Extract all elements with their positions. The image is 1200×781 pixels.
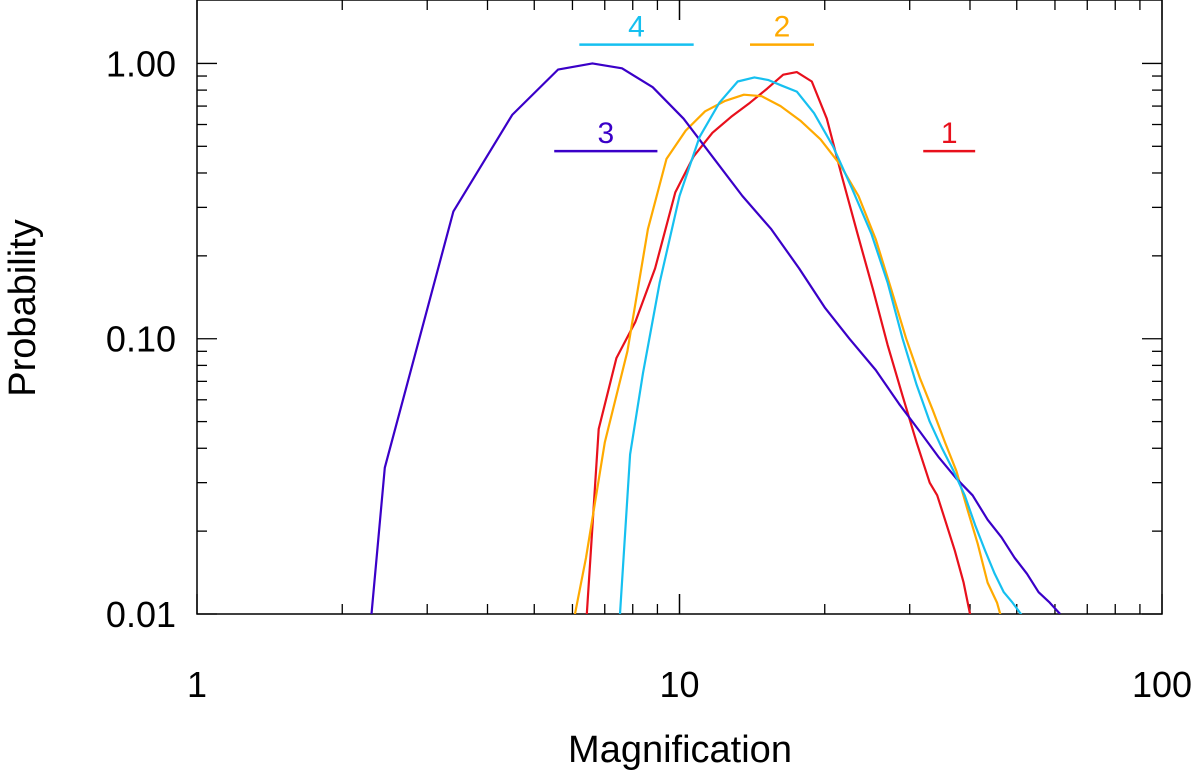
axis-ticks — [196, 0, 1163, 615]
y-tick-label: 0.10 — [106, 319, 176, 360]
axis-tick-labels: 1 10 100 0.01 0.10 1.00 — [106, 43, 1192, 705]
series-label-1: 1 — [941, 117, 958, 150]
series-label-4: 4 — [628, 11, 645, 44]
series-line-1 — [585, 70, 972, 614]
series-label-2: 2 — [774, 11, 791, 44]
x-tick-label: 1 — [187, 664, 207, 705]
series-line-4 — [618, 76, 1023, 614]
series-lines — [370, 62, 1061, 614]
x-axis-title: Magnification — [568, 729, 792, 771]
x-tick-label: 100 — [1132, 664, 1192, 705]
series-line-3 — [370, 62, 1061, 614]
series-labels: 1 2 3 4 — [554, 11, 976, 153]
series-label-3: 3 — [597, 117, 614, 150]
y-tick-label: 1.00 — [106, 43, 176, 84]
series-line-2 — [573, 93, 1002, 614]
x-tick-label: 10 — [659, 664, 699, 705]
y-axis-title: Probability — [2, 219, 44, 396]
y-tick-label: 0.01 — [106, 594, 176, 635]
plot-frame — [196, 0, 1163, 615]
